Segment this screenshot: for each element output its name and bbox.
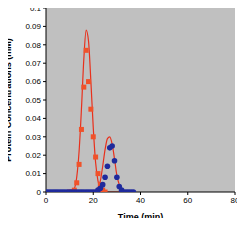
- svg-text:80: 80: [231, 196, 237, 205]
- svg-text:0.09: 0.09: [25, 22, 41, 31]
- svg-text:0: 0: [37, 188, 42, 197]
- svg-text:Time (min): Time (min): [118, 212, 163, 218]
- svg-text:0.06: 0.06: [25, 77, 41, 86]
- svg-text:40: 40: [136, 196, 145, 205]
- svg-text:20: 20: [89, 196, 98, 205]
- svg-text:0.08: 0.08: [25, 41, 41, 50]
- svg-text:0.04: 0.04: [25, 114, 41, 123]
- svg-text:0.01: 0.01: [25, 169, 41, 178]
- svg-text:60: 60: [183, 196, 192, 205]
- svg-text:0.03: 0.03: [25, 133, 41, 142]
- svg-text:0.05: 0.05: [25, 96, 41, 105]
- svg-text:0.1: 0.1: [30, 8, 42, 13]
- svg-text:0.02: 0.02: [25, 151, 41, 160]
- svg-text:0: 0: [44, 196, 49, 205]
- svg-text:0.07: 0.07: [25, 59, 41, 68]
- svg-text:Protein Concentrations (mM): Protein Concentrations (mM): [8, 38, 13, 162]
